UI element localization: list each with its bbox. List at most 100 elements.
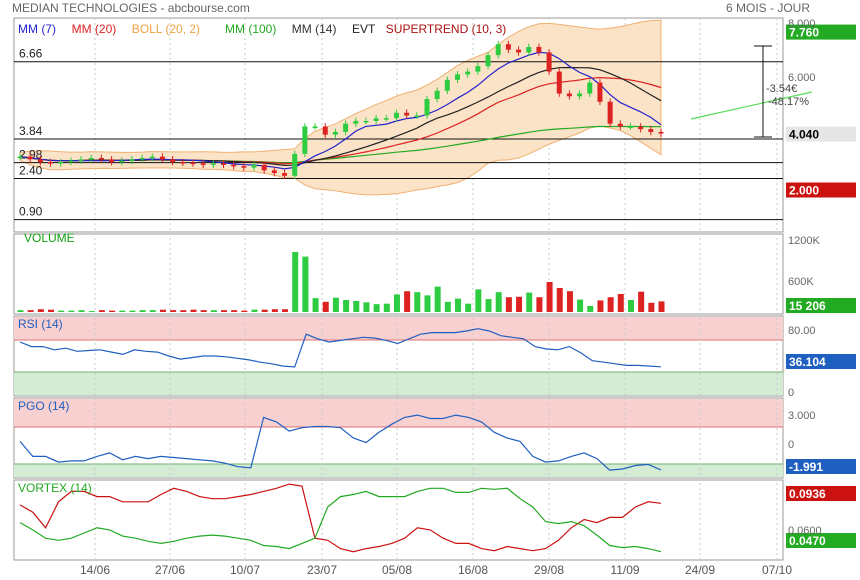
candle-body	[505, 44, 511, 50]
candle-body	[587, 82, 593, 94]
candle-body	[332, 131, 338, 135]
volume-bar	[587, 306, 594, 312]
candle-body	[597, 82, 603, 102]
volume-bar	[343, 300, 350, 312]
candle-body	[455, 74, 461, 80]
candle-body	[444, 79, 450, 91]
x-tick-label: 29/08	[534, 563, 564, 577]
x-tick-label: 16/08	[458, 563, 488, 577]
volume-bar	[48, 309, 55, 312]
candle-body	[495, 44, 501, 56]
legend-item: MM (7)	[18, 22, 56, 36]
x-tick-label: 07/10	[762, 563, 792, 577]
volume-bar	[37, 309, 44, 312]
candle-body	[658, 131, 664, 134]
volume-bar	[373, 304, 380, 312]
candle-body	[434, 90, 440, 100]
candle-body	[363, 120, 369, 123]
candle-body	[231, 164, 237, 167]
candle-body	[617, 123, 623, 127]
volume-bar	[88, 311, 95, 312]
volume-bar	[78, 310, 85, 312]
volume-bar	[241, 310, 248, 312]
candle-body	[516, 49, 522, 53]
candle-body	[109, 159, 115, 163]
volume-bar	[617, 294, 624, 312]
price-panel: 6.66 3.84 2.98 2.40 0.90 7.760 4.040 2.000	[14, 19, 856, 221]
x-tick-label: 14/06	[80, 563, 110, 577]
candle-body	[322, 126, 328, 135]
volume-bar	[139, 310, 146, 312]
volume-bar	[261, 309, 268, 312]
volume-bar	[322, 301, 329, 312]
volume-bar	[546, 282, 553, 312]
volume-bar	[607, 297, 614, 312]
indicator-panels: 36.104 -1.991 0.0936 0.0470	[19, 328, 856, 553]
candle-body	[78, 159, 84, 161]
volume-bar	[638, 291, 645, 312]
candle-body	[414, 115, 420, 117]
candle-body	[485, 55, 491, 67]
candle-body	[404, 112, 410, 116]
candle-body	[566, 93, 572, 97]
pgo-ytick-0: 0	[788, 439, 794, 451]
volume-bar	[68, 310, 75, 312]
volume-last-value: 15 206	[789, 299, 826, 313]
volume-bar	[424, 295, 431, 312]
vortex-ytick: 0.0600	[788, 525, 822, 537]
volume-bar	[312, 298, 319, 312]
x-tick-label: 24/09	[685, 563, 715, 577]
pgo-last-value: -1.991	[789, 460, 823, 474]
volume-bar	[465, 303, 472, 312]
bollinger-band	[19, 19, 662, 196]
volume-bar	[383, 303, 390, 312]
vortex-minus-last-value: 0.0470	[789, 534, 826, 548]
legend-item: BOLL (20, 2)	[132, 22, 200, 36]
candle-body	[556, 71, 562, 94]
candle-body	[465, 71, 471, 75]
candle-body	[343, 123, 349, 132]
candle-body	[27, 156, 33, 160]
pgo-ytick-3: 3.000	[788, 410, 816, 422]
candle-body	[88, 157, 94, 160]
candle-body	[536, 46, 542, 53]
legend-item: MM (100)	[225, 22, 276, 36]
rsi-title: RSI (14)	[18, 317, 63, 331]
candle-body	[261, 164, 267, 171]
drawdown-pct: -48.17%	[768, 96, 809, 108]
x-tick-label: 10/07	[230, 563, 260, 577]
volume-bar	[404, 291, 411, 312]
candle-body	[292, 153, 298, 176]
panel-frame-3	[13, 397, 784, 479]
drawdown-abs: -3.54€	[766, 83, 797, 95]
volume-bar	[495, 292, 502, 312]
vortex-plus-line	[19, 483, 662, 553]
volume-bar	[292, 252, 299, 312]
volume-bar	[353, 300, 360, 312]
volume-bar	[658, 311, 665, 312]
x-tick-label: 23/07	[307, 563, 337, 577]
candle-body	[149, 156, 155, 159]
vortex-plus-last-box	[786, 486, 856, 501]
pgo-oversold-band	[14, 464, 783, 477]
rsi-overbought-band	[14, 317, 783, 340]
volume-bar	[577, 299, 584, 312]
volume-bar	[434, 286, 441, 312]
chart-title: MEDIAN TECHNOLOGIES - abcbourse.com	[12, 1, 250, 15]
candle-body	[393, 112, 399, 119]
volume-bar	[597, 300, 604, 312]
volume-bar	[180, 310, 187, 312]
volume-bar	[658, 301, 665, 312]
panel-frames	[13, 17, 784, 561]
volume-bar	[393, 294, 400, 312]
pgo-overbought-band	[14, 399, 783, 427]
candle-body	[220, 163, 226, 165]
vortex-title: VORTEX (14)	[18, 481, 92, 495]
price-ytick-8: 8.000	[788, 18, 816, 30]
pgo-last-box	[786, 459, 856, 474]
volume-bar	[302, 256, 309, 312]
volume-bar	[149, 310, 156, 312]
candle-body	[526, 46, 532, 53]
panel-frame-0	[13, 17, 784, 233]
